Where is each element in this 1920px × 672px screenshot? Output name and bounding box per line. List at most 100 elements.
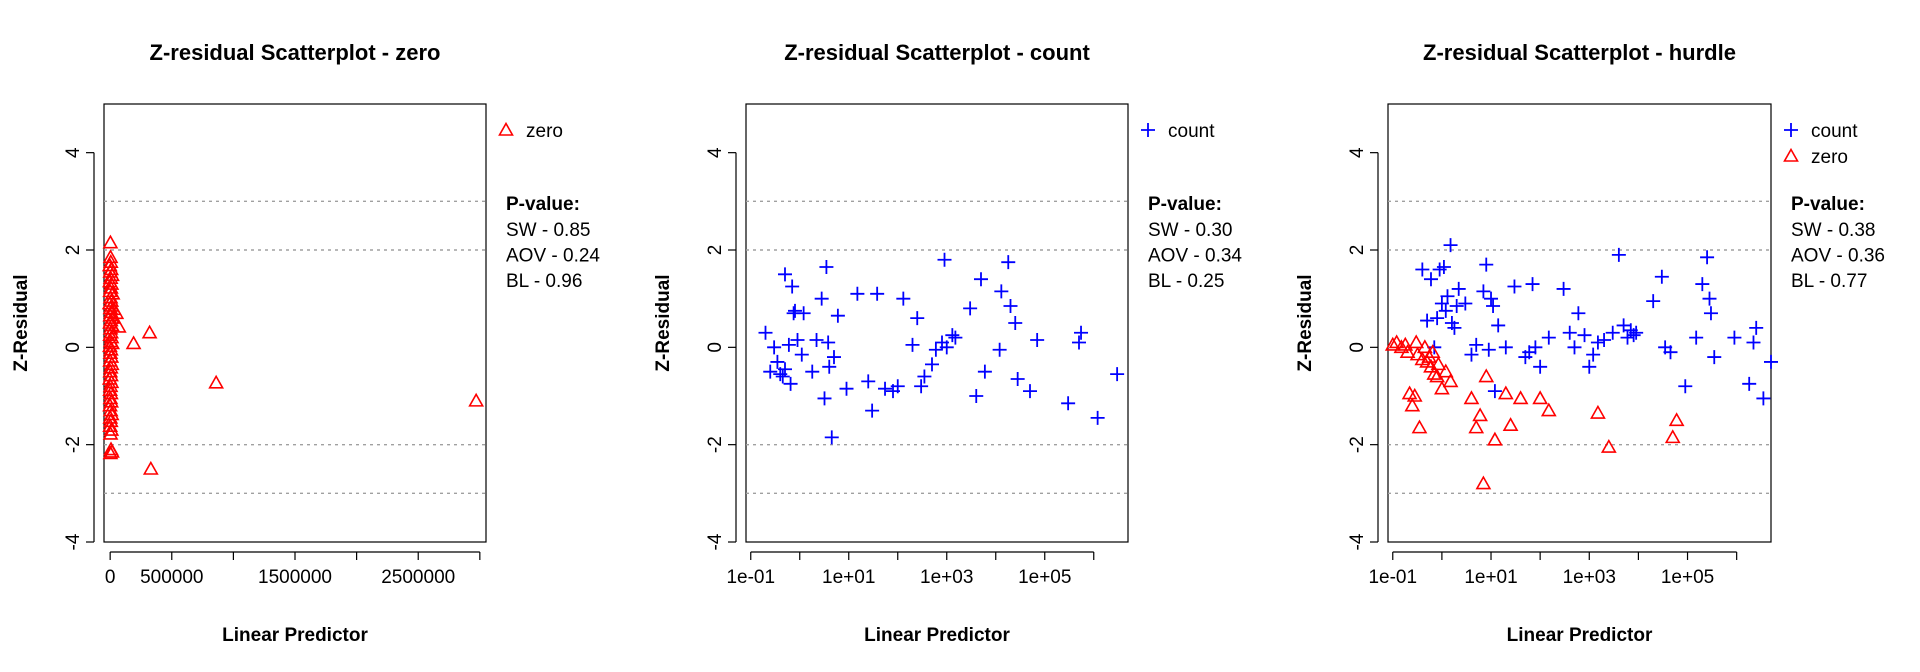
zero-point	[1424, 344, 1441, 358]
count-point	[1449, 298, 1464, 313]
plot-frame	[745, 103, 1129, 543]
count-point	[1458, 296, 1473, 311]
zero-point	[1404, 397, 1421, 412]
count-point	[1479, 257, 1494, 272]
zero-point	[1434, 380, 1450, 395]
zero-point	[208, 374, 225, 389]
legend-marker-zero	[498, 121, 514, 136]
count-point	[1443, 238, 1458, 253]
pvalue-line: SW - 0.38	[1791, 220, 1875, 241]
zero-point	[468, 392, 485, 407]
count-point	[914, 379, 929, 394]
count-point	[1700, 250, 1715, 265]
y-tick-label: -4	[705, 533, 726, 550]
count-point	[809, 333, 824, 348]
count-point	[821, 335, 836, 350]
count-point	[1072, 335, 1086, 350]
count-point	[1491, 318, 1506, 333]
count-point	[870, 286, 885, 301]
count-point	[777, 267, 792, 282]
count-point	[1749, 320, 1764, 335]
zero-point	[1409, 346, 1426, 361]
zero-point	[1540, 402, 1557, 417]
count-point	[1074, 325, 1089, 340]
count-point	[1702, 291, 1717, 306]
count-point	[1061, 396, 1076, 411]
count-point	[973, 272, 988, 287]
zero-point	[1512, 390, 1529, 405]
count-point	[905, 337, 920, 352]
count-point	[775, 369, 790, 384]
count-point	[896, 291, 911, 306]
pvalue-line: AOV - 0.36	[1791, 246, 1885, 267]
y-tick-label: 2	[705, 245, 726, 256]
count-point	[783, 376, 798, 391]
count-point	[994, 284, 1009, 299]
x-tick-label: 1500000	[258, 567, 332, 588]
count-point	[1436, 260, 1451, 275]
y-tick-label: 4	[1347, 147, 1368, 158]
zero-point	[1600, 438, 1617, 453]
legend-label: zero	[526, 121, 563, 142]
y-tick-label: -2	[705, 436, 726, 453]
count-point	[1689, 330, 1704, 345]
count-point	[1620, 330, 1635, 345]
count-point	[794, 347, 809, 362]
count-point	[1525, 277, 1540, 292]
count-point	[1654, 269, 1669, 284]
x-tick-label: 1e-01	[1368, 567, 1417, 588]
count-point	[1611, 247, 1626, 262]
zero-point	[110, 318, 127, 333]
count-point	[1756, 391, 1771, 406]
count-point	[890, 379, 905, 394]
zero-point	[1532, 390, 1549, 405]
zero-point	[1475, 475, 1492, 490]
x-tick-label: 2500000	[381, 567, 455, 588]
count-point	[1434, 296, 1449, 311]
count-point	[781, 337, 796, 352]
count-point	[878, 381, 893, 396]
y-tick-label: 0	[63, 342, 84, 353]
y-tick-label: 0	[1347, 342, 1368, 353]
chart-title: Z-residual Scatterplot - hurdle	[1423, 40, 1736, 65]
pvalue-title: P-value:	[1791, 194, 1865, 215]
count-point	[1541, 330, 1556, 345]
x-axis-title: Linear Predictor	[1507, 625, 1653, 646]
count-point	[758, 325, 773, 340]
count-point	[1727, 330, 1742, 345]
count-point	[1003, 298, 1018, 313]
zero-point	[1468, 419, 1485, 434]
legend-label: count	[1811, 121, 1858, 142]
y-tick-label: -4	[1347, 533, 1368, 550]
plot-frame	[1387, 103, 1772, 543]
count-point	[1695, 277, 1710, 292]
count-point	[928, 342, 943, 357]
count-point	[1646, 294, 1661, 309]
zero-point	[1668, 412, 1685, 427]
count-point	[977, 364, 992, 379]
zero-point	[103, 385, 119, 400]
count-point	[814, 291, 829, 306]
y-tick-label: -2	[1347, 436, 1368, 453]
zero-point	[1399, 344, 1416, 358]
zero-point	[1442, 373, 1459, 388]
count-point	[1001, 255, 1016, 270]
plot-frame	[103, 103, 487, 543]
count-point	[1476, 284, 1491, 299]
zero-point	[1406, 387, 1423, 402]
count-point	[1023, 384, 1037, 399]
count-point	[969, 389, 984, 403]
zero-point	[103, 393, 120, 408]
pvalue-title: P-value:	[1148, 194, 1222, 215]
count-point	[1616, 318, 1631, 333]
count-point	[1487, 384, 1502, 399]
count-point	[924, 357, 939, 372]
count-point	[1110, 367, 1125, 382]
count-point	[805, 364, 820, 379]
count-point	[796, 306, 811, 321]
x-tick-label: 1e+05	[1661, 567, 1714, 588]
count-point	[817, 391, 832, 406]
count-point	[788, 303, 802, 318]
count-point	[1451, 281, 1466, 296]
zero-point	[1416, 339, 1433, 354]
